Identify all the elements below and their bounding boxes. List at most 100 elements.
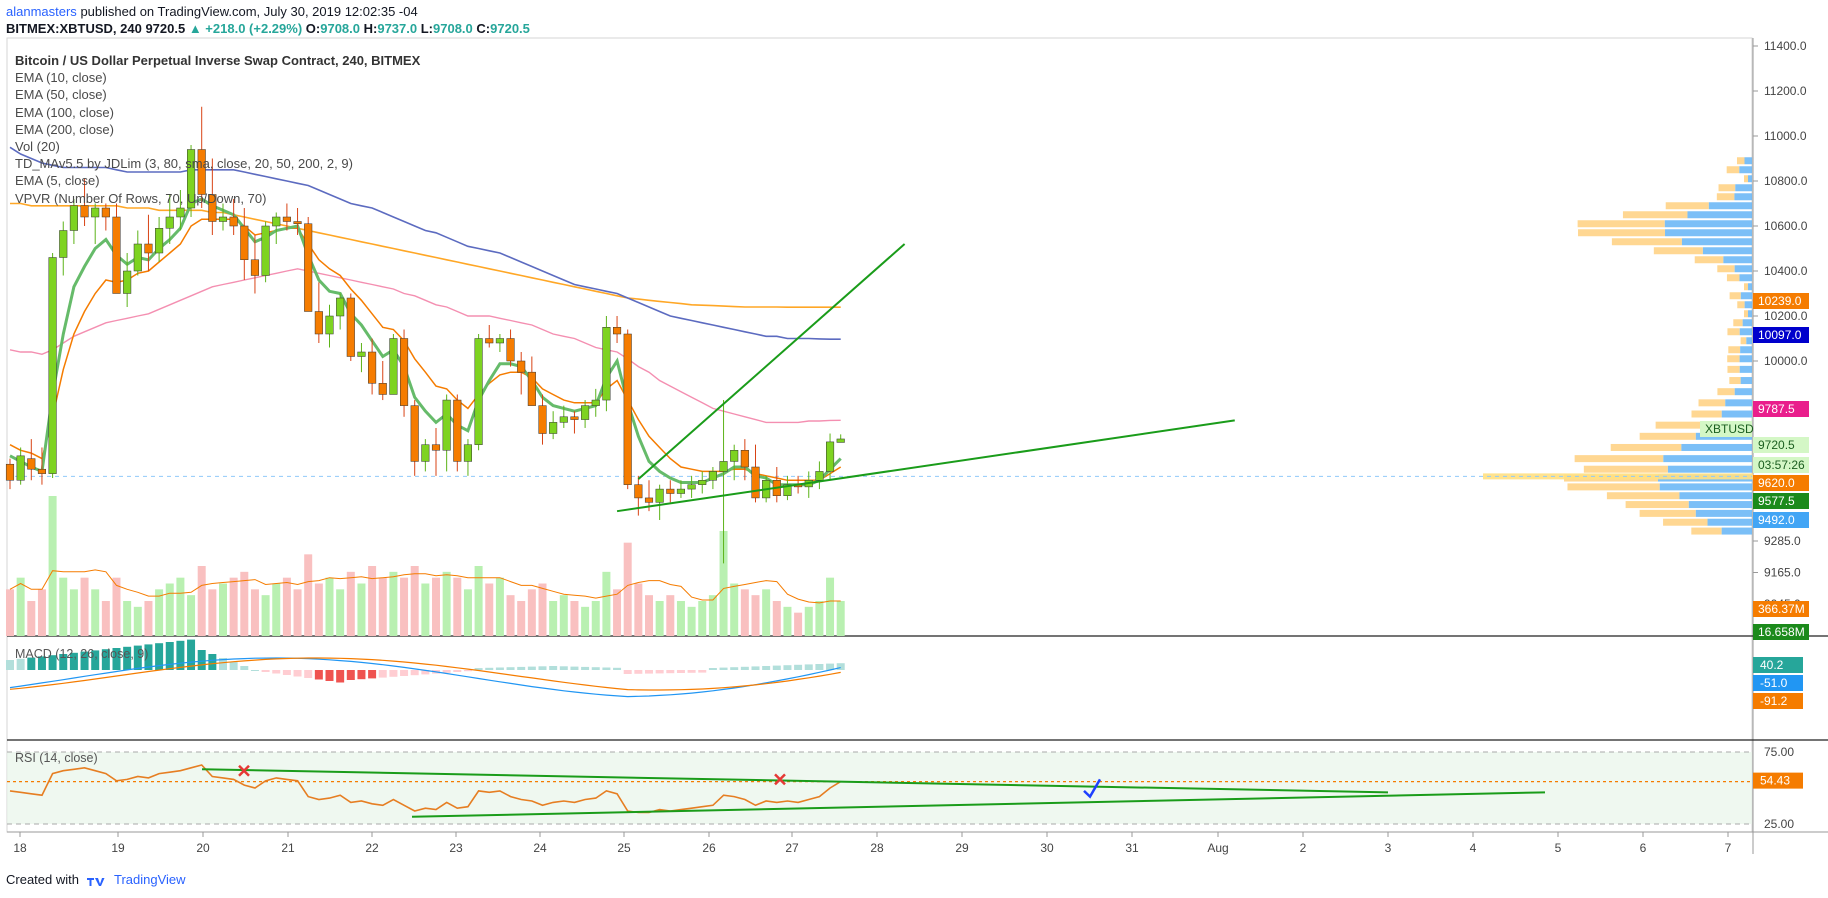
vpvr-row-down [1612, 238, 1682, 245]
candle-body [571, 417, 579, 420]
candle-body [422, 445, 430, 462]
vpvr-row-down [1727, 366, 1739, 373]
price-label-text: 10097.0 [1758, 328, 1802, 342]
price-tick-label: 11200.0 [1764, 84, 1807, 98]
volume-bar [560, 595, 568, 636]
time-tick-label: 28 [870, 841, 884, 855]
legend-ema50[interactable]: EMA (50, close) [15, 86, 420, 103]
candle-body [507, 339, 515, 362]
macd-bar [294, 670, 302, 677]
volume-bar [528, 589, 536, 636]
macd-bar [602, 668, 610, 671]
vpvr-row-up [1725, 399, 1752, 406]
vpvr-row-up [1734, 193, 1752, 200]
volume-bar [645, 595, 653, 636]
candle-body [155, 228, 163, 253]
candle-body [347, 298, 355, 357]
vpvr-row-down [1575, 455, 1664, 462]
price-label-text: 16.658M [1758, 625, 1805, 639]
candle-body [400, 339, 408, 406]
candle-body [826, 442, 834, 472]
volume-bar [91, 589, 99, 636]
rsi-label[interactable]: RSI (14, close) [15, 751, 98, 765]
candle-body [752, 467, 760, 498]
vpvr-row-down [1691, 528, 1721, 535]
volume-bar [59, 578, 67, 636]
candle-body [17, 456, 25, 480]
macd-bar [805, 664, 813, 670]
candle-body [379, 383, 387, 394]
macd-bar [666, 670, 674, 673]
rsi-tick-label: 75.00 [1764, 745, 1794, 759]
price-tick-label: 11400.0 [1764, 39, 1807, 53]
volume-bar [688, 607, 696, 636]
macd-bar [794, 665, 802, 670]
macd-bar [645, 670, 653, 674]
candle-body [134, 244, 142, 271]
time-tick-label: 22 [365, 841, 379, 855]
vpvr-row-up [1740, 328, 1752, 335]
volume-bar [485, 584, 493, 637]
macd-bar [208, 654, 216, 670]
macd-bar [581, 667, 589, 670]
vpvr-row-up [1746, 337, 1752, 344]
volume-bar [613, 589, 621, 636]
vpvr-row-up [1748, 175, 1752, 182]
macd-bar [400, 670, 408, 676]
time-tick-label: 30 [1040, 841, 1054, 855]
macd-bar [539, 666, 547, 670]
legend-ema200[interactable]: EMA (200, close) [15, 121, 420, 138]
volume-bar [102, 601, 110, 636]
candle-body [549, 422, 557, 433]
volume-bar [464, 589, 472, 636]
macd-bar [677, 670, 685, 673]
time-tick-label: 5 [1555, 841, 1562, 855]
volume-bar [752, 595, 760, 636]
vpvr-row-up [1696, 510, 1752, 517]
macd-bar [837, 663, 845, 670]
volume-bar [539, 584, 547, 637]
legend-vpvr[interactable]: VPVR (Number Of Rows, 70, Up/Down, 70) [15, 190, 420, 207]
macd-bar [624, 670, 632, 674]
macd-bar [720, 668, 728, 670]
vpvr-row-up [1722, 411, 1752, 418]
volume-bar [230, 578, 238, 636]
vpvr-row-down [1611, 444, 1682, 451]
candle-body [70, 206, 78, 231]
volume-bar [762, 589, 770, 636]
time-tick-label: Aug [1207, 841, 1228, 855]
legend-td-ma[interactable]: TD_MAv5.5 by JDLim (3, 80, sma, close, 2… [15, 155, 420, 172]
candle-body [613, 327, 621, 334]
macd-bar [496, 668, 504, 671]
legend-ema5[interactable]: EMA (5, close) [15, 172, 420, 189]
vpvr-row-up [1687, 211, 1752, 218]
legend-ema10[interactable]: EMA (10, close) [15, 69, 420, 86]
volume-bar [400, 578, 408, 636]
macd-bar [347, 670, 355, 680]
time-tick-label: 27 [785, 841, 799, 855]
candle-body [81, 206, 89, 217]
macd-label[interactable]: MACD (12, 26, close, 9) [15, 647, 148, 661]
vpvr-row-down [1640, 510, 1696, 517]
vpvr-row-up [1689, 501, 1752, 508]
macd-bar [176, 641, 184, 670]
vpvr-row-down [1744, 283, 1748, 290]
candle-body [251, 260, 259, 276]
candle-body [294, 222, 302, 224]
macd-bar [443, 670, 451, 673]
tradingview-link[interactable]: TradingView [114, 872, 186, 887]
time-tick-label: 21 [281, 841, 295, 855]
vpvr-row-down [1741, 337, 1747, 344]
tradingview-logo-icon [86, 875, 108, 887]
volume-bar [698, 601, 706, 636]
candle-body [592, 400, 600, 406]
candle-body [581, 406, 589, 420]
legend-volume[interactable]: Vol (20) [15, 138, 420, 155]
macd-bar [815, 664, 823, 670]
vpvr-row-down [1727, 355, 1739, 362]
vpvr-row-up [1740, 355, 1752, 362]
vpvr-row-down [1607, 492, 1680, 499]
macd-value-text: -51.0 [1760, 676, 1788, 690]
legend-ema100[interactable]: EMA (100, close) [15, 104, 420, 121]
macd-bar [517, 667, 525, 670]
